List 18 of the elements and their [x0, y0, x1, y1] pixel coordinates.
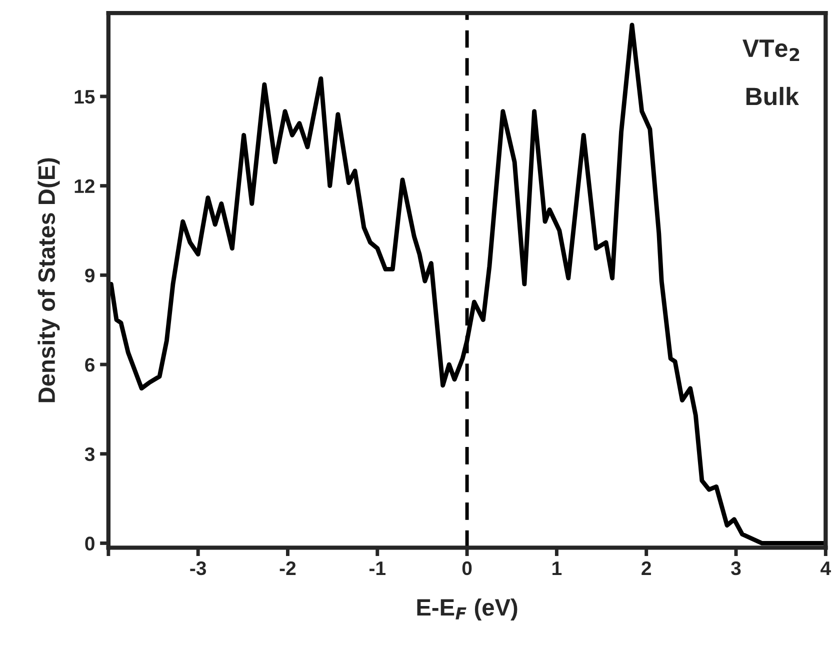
x-tick-label: 4: [820, 562, 831, 575]
annotation: VTe$_{2}$: [742, 40, 800, 61]
y-axis-title: Density of States D(E): [38, 158, 60, 402]
x-tick-label: -1: [370, 562, 386, 575]
annotation: Bulk: [746, 86, 799, 106]
x-tick-label: -3: [190, 561, 206, 576]
y-tick-label: 6: [85, 358, 95, 372]
y-tick-label: 12: [74, 179, 94, 193]
y-tick-label: 3: [84, 447, 95, 462]
x-tick-label: -2: [280, 561, 296, 575]
x-tick-label: 0: [462, 561, 472, 576]
y-tick-label: 15: [74, 90, 95, 104]
x-tick-label: 1: [552, 562, 562, 575]
x-axis-title: E-E$_{F}$ (eV): [417, 598, 518, 620]
y-tick-label: 9: [85, 268, 95, 282]
x-tick-label: 3: [731, 561, 741, 576]
x-tick-label: 2: [642, 561, 651, 575]
y-tick-label: 0: [85, 536, 94, 550]
